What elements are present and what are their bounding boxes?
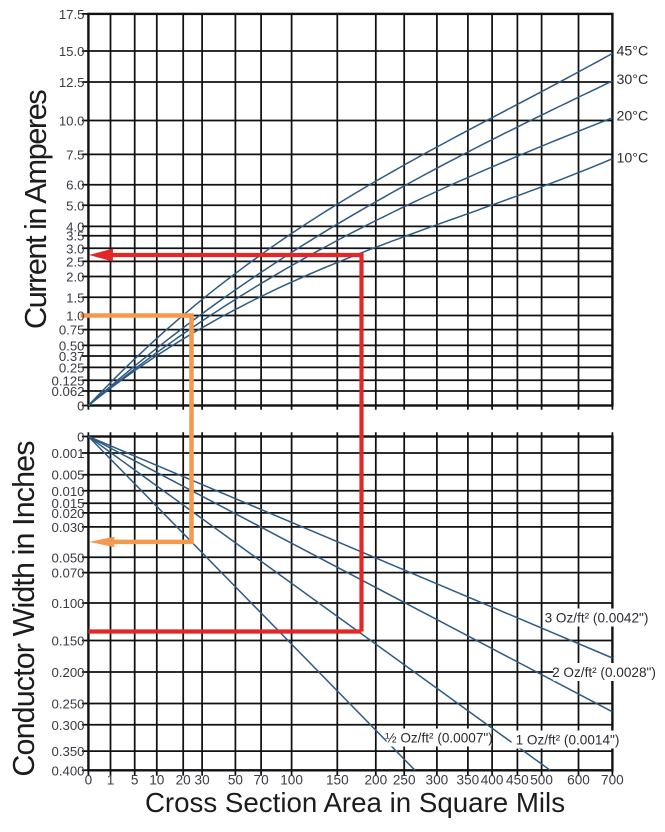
svg-text:15.0: 15.0 xyxy=(59,44,85,59)
svg-text:2.0: 2.0 xyxy=(66,270,84,285)
svg-text:Cross Section Area in Square M: Cross Section Area in Square Mils xyxy=(145,787,565,818)
svg-text:Current in Amperes: Current in Amperes xyxy=(18,90,53,329)
svg-text:3.5: 3.5 xyxy=(66,229,84,244)
svg-text:0.125: 0.125 xyxy=(51,373,84,388)
svg-text:500: 500 xyxy=(530,773,553,788)
svg-text:400: 400 xyxy=(481,773,504,788)
svg-text:0.001: 0.001 xyxy=(51,446,84,461)
svg-text:250: 250 xyxy=(393,773,416,788)
svg-text:12.5: 12.5 xyxy=(59,75,85,90)
svg-text:350: 350 xyxy=(457,773,480,788)
svg-text:20: 20 xyxy=(176,773,192,788)
svg-text:45°C: 45°C xyxy=(617,43,649,59)
svg-text:0.75: 0.75 xyxy=(59,323,85,338)
svg-text:17.5: 17.5 xyxy=(59,7,85,22)
svg-text:3 Oz/ft² (0.0042"): 3 Oz/ft² (0.0042") xyxy=(545,611,649,626)
svg-text:600: 600 xyxy=(567,773,590,788)
svg-text:1.5: 1.5 xyxy=(66,290,84,305)
svg-text:10°C: 10°C xyxy=(617,150,649,166)
svg-text:10: 10 xyxy=(149,773,165,788)
svg-text:20°C: 20°C xyxy=(617,108,649,124)
svg-text:0.050: 0.050 xyxy=(51,550,84,565)
svg-text:0.150: 0.150 xyxy=(51,634,84,649)
svg-text:0.300: 0.300 xyxy=(51,718,84,733)
svg-text:0.250: 0.250 xyxy=(51,697,84,712)
svg-text:50: 50 xyxy=(228,773,244,788)
svg-text:30°C: 30°C xyxy=(617,72,649,88)
svg-text:450: 450 xyxy=(506,773,529,788)
svg-text:0.37: 0.37 xyxy=(59,349,85,364)
svg-text:1 Oz/ft² (0.0014"): 1 Oz/ft² (0.0014") xyxy=(516,733,620,748)
svg-text:0.062: 0.062 xyxy=(51,384,84,399)
svg-text:7.5: 7.5 xyxy=(66,147,84,162)
svg-text:0.100: 0.100 xyxy=(51,596,84,611)
svg-text:150: 150 xyxy=(326,773,349,788)
svg-text:6.0: 6.0 xyxy=(66,178,84,193)
svg-text:0.350: 0.350 xyxy=(51,744,84,759)
svg-text:700: 700 xyxy=(601,773,624,788)
svg-text:0.25: 0.25 xyxy=(59,360,85,375)
svg-text:1: 1 xyxy=(107,773,115,788)
svg-text:0: 0 xyxy=(85,773,93,788)
svg-text:0.070: 0.070 xyxy=(51,566,84,581)
svg-text:2 Oz/ft² (0.0028"): 2 Oz/ft² (0.0028") xyxy=(552,665,656,680)
svg-text:0.400: 0.400 xyxy=(51,763,84,778)
svg-text:0.50: 0.50 xyxy=(59,338,85,353)
svg-text:4.0: 4.0 xyxy=(66,219,84,234)
svg-text:0.200: 0.200 xyxy=(51,665,84,680)
svg-text:70: 70 xyxy=(254,773,270,788)
svg-text:0.015: 0.015 xyxy=(51,496,84,511)
svg-text:10.0: 10.0 xyxy=(59,114,85,129)
svg-text:30: 30 xyxy=(195,773,211,788)
svg-text:0: 0 xyxy=(77,399,84,414)
svg-text:3.0: 3.0 xyxy=(66,241,84,256)
svg-text:100: 100 xyxy=(280,773,303,788)
svg-text:½ Oz/ft² (0.0007"): ½ Oz/ft² (0.0007") xyxy=(385,731,493,746)
svg-text:1.0: 1.0 xyxy=(66,309,84,324)
svg-text:5.0: 5.0 xyxy=(66,198,84,213)
svg-text:2.5: 2.5 xyxy=(66,254,84,269)
svg-text:200: 200 xyxy=(364,773,387,788)
svg-text:Conductor Width in Inches: Conductor Width in Inches xyxy=(7,441,41,777)
svg-text:0.005: 0.005 xyxy=(51,468,84,483)
svg-text:5: 5 xyxy=(131,773,139,788)
svg-text:0.020: 0.020 xyxy=(51,506,84,521)
svg-text:300: 300 xyxy=(426,773,449,788)
svg-text:0.030: 0.030 xyxy=(51,520,84,535)
svg-text:0.010: 0.010 xyxy=(51,484,84,499)
svg-text:0: 0 xyxy=(77,430,84,445)
